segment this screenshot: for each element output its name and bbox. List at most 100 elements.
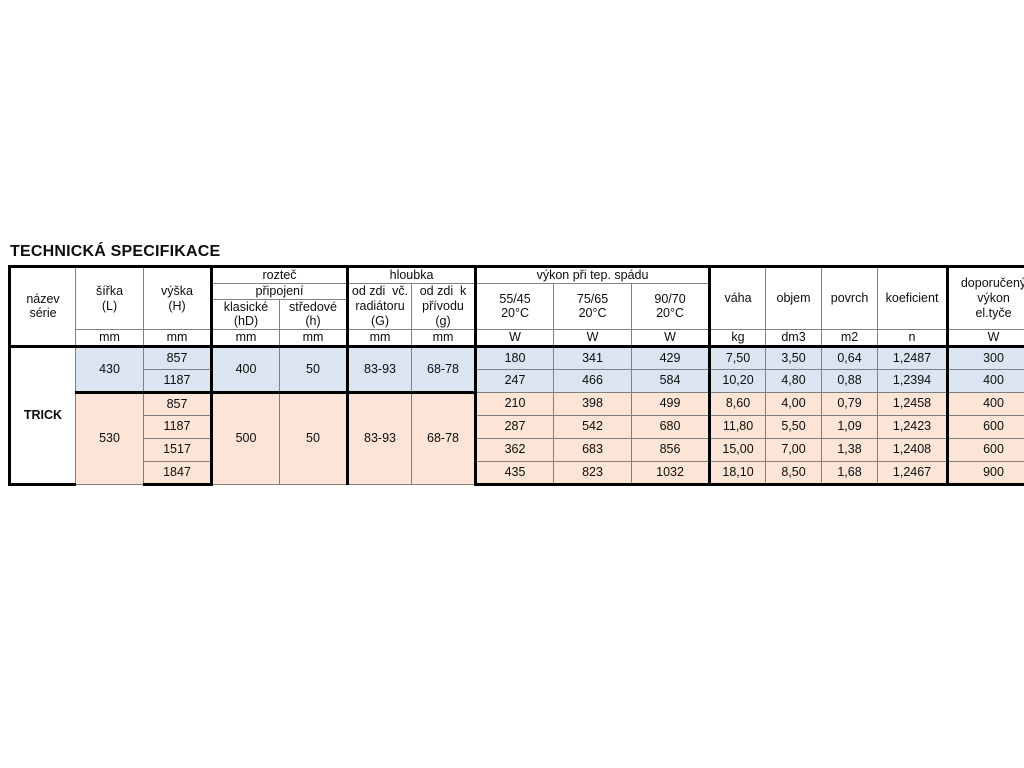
unit-od-zdi-privodu: mm	[411, 329, 477, 347]
cell-spad-5545: 210	[474, 391, 555, 416]
header-roztec: rozteč	[209, 265, 349, 284]
cell-od-zdi-radiatoru: 83-93	[346, 344, 413, 393]
cell-vaha: 15,00	[708, 437, 767, 462]
header-spad-7565-label: 75/65	[576, 291, 609, 306]
header-spad-5545-label: 55/45	[499, 291, 531, 306]
unit-spad-5545: W	[474, 329, 555, 347]
cell-sirka: 530	[75, 390, 144, 485]
cell-povrch: 1,68	[821, 460, 879, 486]
header-vaha: váha	[708, 265, 767, 330]
cell-klasicke: 400	[210, 344, 280, 393]
cell-povrch: 1,09	[821, 414, 879, 439]
cell-spad-7565: 823	[553, 460, 633, 486]
header-doporuceny-text: doporučený výkon el.tyče	[960, 276, 1024, 320]
header-vykon: výkon při tep. spádu	[474, 265, 711, 284]
cell-objem: 7,00	[765, 437, 823, 462]
cell-spad-5545: 180	[474, 344, 555, 370]
cell-doporuceny-vykon: 900	[946, 460, 1024, 486]
series-name-cell: TRICK	[8, 344, 76, 486]
table-row: 1847 435 823 1032 18,10 8,50 1,68 1,2467 900	[10, 460, 1024, 486]
header-stredove: středové (h)	[278, 298, 349, 330]
unit-klasicke: mm	[210, 329, 280, 347]
cell-povrch: 0,88	[821, 368, 879, 393]
header-od-zdi-privodu-text: od zdi k přívodu	[419, 284, 467, 313]
unit-sirka: mm	[75, 329, 144, 347]
unit-objem: dm3	[765, 329, 823, 347]
table-row: 1187 247 466 584 10,20 4,80 0,88 1,2394 400	[10, 368, 1024, 393]
cell-doporuceny-vykon: 400	[946, 368, 1024, 393]
header-nazev-serie: název série	[8, 265, 76, 347]
cell-spad-9070: 680	[631, 414, 711, 439]
cell-koeficient: 1,2408	[877, 437, 949, 462]
cell-spad-5545: 247	[474, 368, 555, 393]
cell-vaha: 8,60	[708, 391, 767, 416]
header-klasicke-symbol: (hD)	[233, 314, 259, 329]
header-od-zdi-radiatoru-symbol: (G)	[370, 313, 390, 328]
cell-spad-9070: 429	[631, 344, 711, 370]
cell-vyska: 1847	[143, 460, 212, 486]
header-klasicke-label: klasické	[223, 299, 269, 314]
header-spad-7565-temp: 20°C	[578, 306, 607, 321]
cell-vaha: 7,50	[708, 344, 767, 370]
header-od-zdi-radiatoru: od zdi vč. radiátoru (G)	[346, 282, 413, 331]
cell-spad-9070: 584	[631, 368, 711, 393]
cell-koeficient: 1,2467	[877, 460, 949, 486]
header-stredove-symbol: (h)	[305, 314, 321, 329]
header-sirka: šířka (L)	[75, 265, 144, 330]
cell-objem: 8,50	[765, 460, 823, 486]
header-pripojeni: připojení	[209, 282, 349, 300]
unit-vyska: mm	[143, 329, 212, 347]
table-row: 1187 287 542 680 11,80 5,50 1,09 1,2423 600	[10, 414, 1024, 439]
cell-spad-9070: 499	[631, 391, 711, 416]
header-od-zdi-privodu: od zdi k přívodu (g)	[411, 282, 477, 331]
header-sirka-label: šířka	[95, 283, 124, 298]
header-spad-7565: 75/65 20°C	[553, 282, 633, 331]
cell-doporuceny-vykon: 300	[946, 344, 1024, 370]
cell-koeficient: 1,2487	[877, 344, 949, 370]
cell-od-zdi-radiatoru: 83-93	[346, 390, 413, 485]
header-od-zdi-privodu-symbol: (g)	[435, 313, 451, 328]
cell-spad-5545: 362	[474, 437, 555, 462]
header-row-group-titles: název série šířka (L) výška (H) rozteč hl…	[8, 265, 1024, 347]
cell-klasicke: 500	[210, 390, 280, 485]
header-od-zdi-radiatoru-text: od zdi vč. radiátoru	[351, 284, 409, 313]
technical-specification-table: název série šířka (L) výška (H) rozteč hl…	[8, 265, 1024, 486]
cell-vyska: 1187	[143, 368, 212, 393]
header-spad-9070-label: 90/70	[654, 291, 686, 306]
cell-vaha: 11,80	[708, 414, 767, 439]
header-vyska-label: výška	[161, 283, 193, 298]
unit-povrch: m2	[821, 329, 879, 347]
cell-vyska: 1187	[143, 414, 212, 439]
header-nazev-serie-text: název série	[26, 291, 60, 321]
cell-vaha: 10,20	[708, 368, 767, 393]
header-klasicke: klasické (hD)	[210, 298, 280, 330]
cell-povrch: 1,38	[821, 437, 879, 462]
header-koeficient: koeficient	[877, 265, 949, 330]
header-hloubka: hloubka	[346, 265, 477, 284]
cell-spad-5545: 287	[474, 414, 555, 439]
table-row: 1517 362 683 856 15,00 7,00 1,38 1,2408 600	[10, 437, 1024, 462]
cell-spad-5545: 435	[474, 460, 555, 486]
cell-vyska: 857	[143, 390, 212, 416]
header-sirka-symbol: (L)	[101, 298, 118, 313]
table-row: TRICK 430 857 400 50 83-93 68-78 180 341 429 7,50 3…	[8, 344, 1024, 486]
cell-vaha: 18,10	[708, 460, 767, 486]
unit-spad-9070: W	[631, 329, 711, 347]
cell-koeficient: 1,2394	[877, 368, 949, 393]
cell-objem: 5,50	[765, 414, 823, 439]
unit-koeficient: n	[877, 329, 949, 347]
cell-spad-7565: 398	[553, 391, 633, 416]
cell-spad-9070: 856	[631, 437, 711, 462]
header-row-connection-types: klasické (hD) středové (h)	[10, 298, 1024, 330]
cell-koeficient: 1,2458	[877, 391, 949, 416]
page-title: TECHNICKÁ SPECIFIKACE	[10, 243, 221, 260]
cell-spad-7565: 683	[553, 437, 633, 462]
cell-stredove: 50	[278, 390, 349, 485]
header-doporuceny-vykon: doporučený výkon el.tyče	[946, 265, 1024, 330]
cell-vyska: 1517	[143, 437, 212, 462]
header-objem: objem	[765, 265, 823, 330]
header-row-subgroup: připojení od zdi vč. radiátoru (G) od zdi…	[10, 282, 1024, 331]
cell-spad-7565: 542	[553, 414, 633, 439]
header-spad-9070: 90/70 20°C	[631, 282, 711, 331]
